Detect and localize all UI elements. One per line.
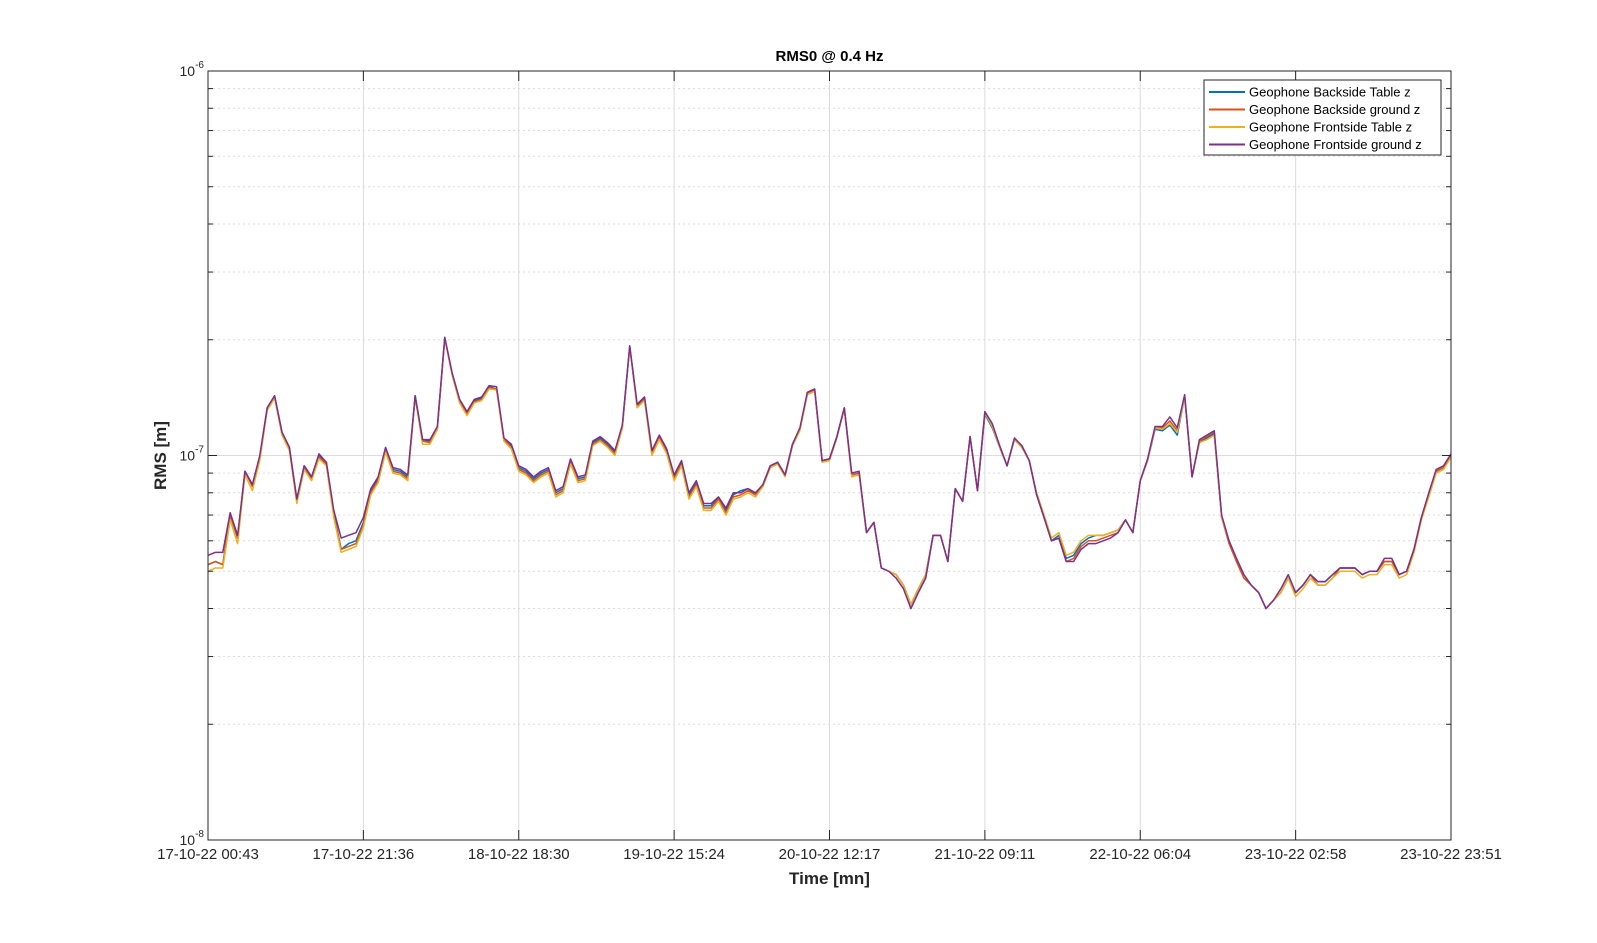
series-line-4 — [207, 336, 1452, 610]
chart-title: RMS0 @ 0.4 Hz — [776, 48, 884, 65]
legend-label-2: Geophone Backside ground z — [1249, 102, 1420, 117]
legend-label-4: Geophone Frontside ground z — [1249, 137, 1422, 152]
x-axis-label: Time [mn] — [789, 869, 870, 888]
grid-layer — [208, 71, 1451, 840]
y-tick-label: 10-7 — [180, 445, 205, 464]
y-axis-label: RMS [m] — [151, 421, 170, 490]
x-tick-label: 22-10-22 06:04 — [1089, 846, 1191, 863]
x-tick-label: 20-10-22 12:17 — [779, 846, 881, 863]
x-tick-label: 17-10-22 00:43 — [157, 846, 259, 863]
x-tick-label: 18-10-22 18:30 — [468, 846, 570, 863]
tick-layer: 10-8 10-7 10-6 17-10-22 00:43 17-10-22 21:36… — [157, 60, 1502, 863]
y-tick-label: 10-8 — [180, 829, 205, 848]
x-tick-label: 19-10-22 15:24 — [623, 846, 725, 863]
y-tick-label: 10-6 — [180, 60, 205, 79]
legend-label-1: Geophone Backside Table z — [1249, 85, 1411, 100]
x-tick-label: 17-10-22 21:36 — [313, 846, 415, 863]
x-tick-label: 23-10-22 02:58 — [1245, 846, 1347, 863]
legend[interactable]: Geophone Backside Table z Geophone Backsi… — [1203, 79, 1442, 156]
x-tick-label: 21-10-22 09:11 — [935, 846, 1036, 863]
x-tick-label: 23-10-22 23:51 — [1400, 846, 1502, 863]
series-layer — [207, 336, 1452, 610]
legend-label-3: Geophone Frontside Table z — [1249, 120, 1412, 135]
